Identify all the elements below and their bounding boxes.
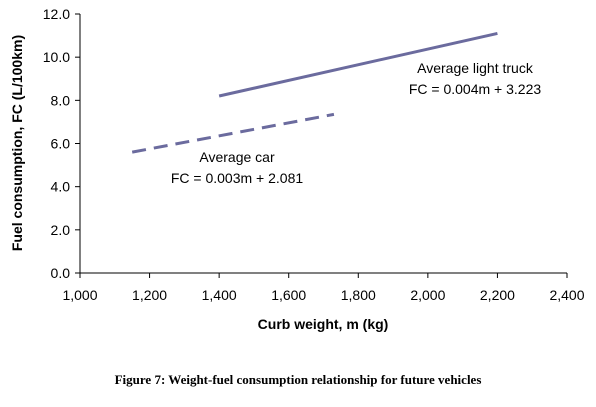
y-tick-label: 0.0 — [51, 265, 71, 281]
x-tick-label: 1,800 — [341, 287, 376, 303]
x-tick-label: 1,200 — [132, 287, 167, 303]
figure-caption: Figure 7: Weight-fuel consumption relati… — [114, 372, 482, 387]
y-tick-label: 2.0 — [51, 222, 71, 238]
y-ticks: 0.0 2.0 4.0 6.0 8.0 10.0 12.0 — [43, 6, 80, 281]
series-layer — [131, 31, 498, 154]
y-tick-label: 12.0 — [43, 6, 70, 22]
x-tick-label: 2,400 — [549, 287, 584, 303]
y-tick-label: 8.0 — [51, 92, 71, 108]
x-tick-label: 1,400 — [202, 287, 237, 303]
x-tick-label: 1,600 — [271, 287, 306, 303]
x-axis-title: Curb weight, m (kg) — [258, 316, 389, 332]
x-tick-label: 1,000 — [62, 287, 97, 303]
plot-area — [80, 14, 567, 273]
y-tick-label: 4.0 — [51, 179, 71, 195]
car-series-label: Average car — [199, 149, 275, 165]
y-tick-label: 6.0 — [51, 136, 71, 152]
x-tick-label: 2,000 — [410, 287, 445, 303]
series-line-car — [131, 112, 335, 154]
car-equation-label: FC = 0.003m + 2.081 — [171, 170, 304, 186]
truck-equation-label: FC = 0.004m + 3.223 — [409, 81, 542, 97]
y-tick-label: 10.0 — [43, 49, 70, 65]
chart: 0.02.04.06.08.010.012.0 1,000 1,200 1,400 1… — [9, 6, 585, 332]
x-ticks: 1,000 1,200 1,400 1,600 1,800 2,000 2,200 2,400 — [62, 273, 585, 303]
x-tick-label: 2,200 — [480, 287, 515, 303]
truck-series-label: Average light truck — [417, 60, 534, 76]
y-axis-title: Fuel consumption, FC (L/100km) — [9, 35, 25, 251]
series-line-light-truck — [218, 31, 498, 98]
